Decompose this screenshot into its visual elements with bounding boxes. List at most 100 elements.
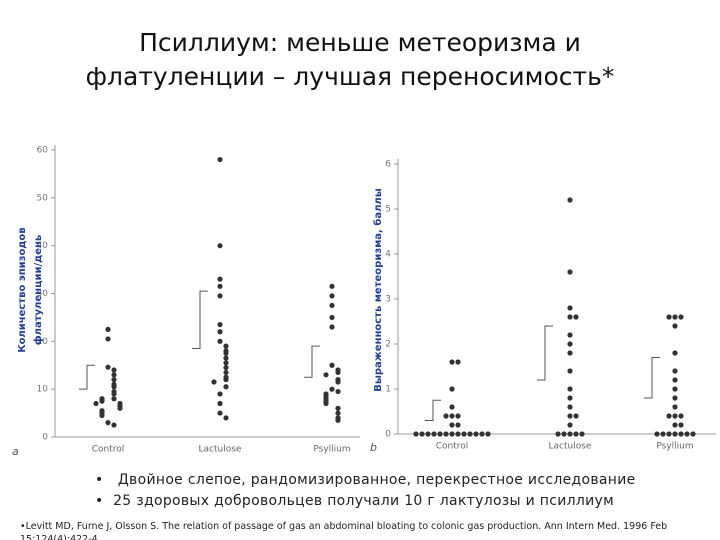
bullet: • Двойное слепое, рандомизированное, пер…: [95, 472, 636, 488]
data-point: [672, 413, 678, 419]
data-point: [111, 377, 117, 383]
data-point: [573, 413, 579, 419]
data-point: [672, 377, 678, 383]
data-point: [449, 431, 455, 437]
data-point: [449, 386, 455, 392]
data-point: [579, 431, 585, 437]
data-point: [329, 302, 335, 309]
data-point: [223, 384, 229, 390]
data-point: [672, 395, 678, 401]
x-tick-label: Lactulose: [199, 445, 242, 455]
data-point: [567, 350, 573, 356]
data-point: [217, 283, 223, 289]
data-point: [449, 413, 455, 419]
data-point: [449, 359, 455, 365]
data-point: [105, 336, 111, 342]
data-point: [329, 283, 335, 289]
y-axis-label: флатуленции/день: [32, 235, 44, 346]
data-point: [567, 341, 573, 347]
data-point: [217, 391, 223, 397]
data-point: [431, 431, 437, 437]
data-point: [335, 410, 341, 416]
y-tick-label: 20: [37, 337, 49, 347]
data-point: [654, 431, 660, 437]
data-point: [567, 332, 573, 338]
data-point: [567, 386, 573, 392]
data-point: [111, 391, 117, 397]
data-point: [672, 350, 678, 356]
data-point: [672, 422, 678, 428]
data-point: [567, 305, 573, 311]
title-line: Псиллиум: меньше метеоризма и: [139, 28, 581, 57]
panel-label: a: [12, 445, 19, 458]
error-bar: [425, 399, 441, 421]
data-point: [329, 324, 335, 330]
data-point: [223, 360, 229, 366]
data-point: [672, 431, 678, 437]
data-point: [117, 405, 123, 411]
data-point: [329, 362, 335, 368]
data-point: [455, 359, 461, 365]
data-point: [217, 329, 223, 335]
data-point: [567, 395, 573, 401]
data-point: [666, 314, 672, 320]
data-point: [555, 431, 561, 437]
data-point: [672, 323, 678, 329]
data-point: [573, 431, 579, 437]
y-tick-label: 10: [37, 385, 49, 395]
data-point: [217, 156, 223, 163]
y-tick-label: 40: [37, 241, 49, 251]
data-point: [217, 293, 223, 299]
data-point: [217, 410, 223, 416]
y-tick-label: 30: [37, 289, 49, 299]
data-point: [105, 364, 111, 370]
data-point: [335, 369, 341, 376]
y-tick-label: 1: [385, 385, 391, 395]
data-point: [217, 400, 223, 407]
data-point: [455, 422, 461, 428]
data-point: [335, 405, 341, 411]
data-point: [443, 413, 449, 419]
data-point: [111, 367, 117, 373]
data-point: [678, 314, 684, 320]
data-point: [567, 431, 573, 437]
data-point: [467, 431, 473, 437]
data-point: [413, 431, 419, 437]
data-point: [678, 422, 684, 428]
data-point: [99, 412, 105, 419]
data-point: [567, 269, 573, 275]
data-point: [678, 431, 684, 437]
y-tick-label: 2: [385, 340, 391, 350]
data-point: [461, 431, 467, 437]
data-point: [323, 400, 329, 407]
data-point: [473, 431, 479, 437]
data-point: [684, 431, 690, 437]
data-point: [672, 314, 678, 320]
y-tick-label: 50: [37, 193, 49, 203]
data-point: [223, 365, 229, 371]
bullet: • 25 здоровых добровольцев получали 10 г…: [95, 493, 614, 509]
data-point: [678, 413, 684, 419]
data-point: [105, 326, 111, 332]
data-point: [105, 420, 111, 426]
y-tick-label: 60: [37, 146, 49, 156]
data-point: [479, 431, 485, 437]
bullet-text: Двойное слепое, рандомизированное, перек…: [117, 472, 636, 488]
data-point: [329, 314, 335, 321]
y-axis-label: Количество эпизодов: [17, 227, 28, 352]
data-point: [217, 338, 223, 344]
data-point: [217, 276, 223, 282]
data-point: [561, 431, 567, 437]
footnote: •Levitt MD, Furne J, Olsson S. The relat…: [20, 521, 668, 540]
data-point: [223, 350, 229, 356]
data-point: [223, 355, 229, 361]
y-tick-label: 4: [385, 250, 391, 260]
error-bar: [79, 364, 95, 390]
data-point: [323, 372, 329, 378]
data-point: [111, 396, 117, 402]
data-point: [567, 413, 573, 419]
data-point: [567, 368, 573, 374]
data-point: [223, 377, 229, 383]
x-tick-label: Control: [92, 445, 125, 455]
